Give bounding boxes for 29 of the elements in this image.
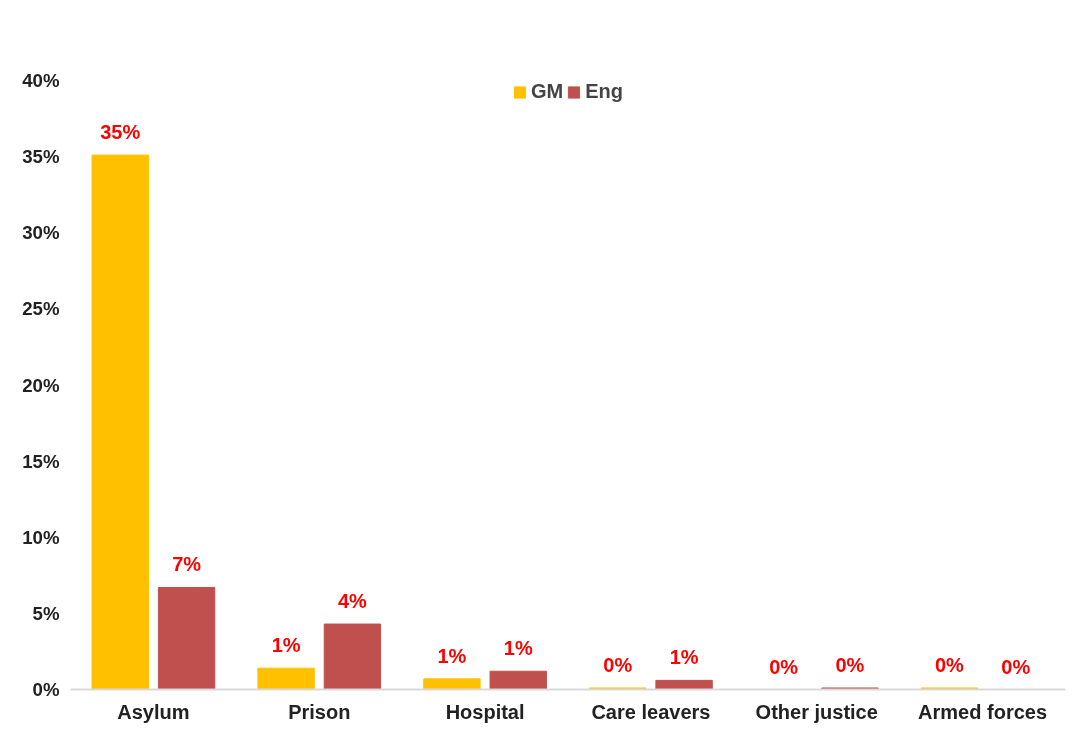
data-label: 7% xyxy=(172,553,202,576)
x-tick-label: Other justice xyxy=(755,700,878,723)
data-label: 0% xyxy=(769,655,799,678)
y-tick-label: 40% xyxy=(22,70,60,91)
y-tick-label: 5% xyxy=(32,602,60,624)
y-tick-label: 30% xyxy=(22,222,60,244)
data-label: 1% xyxy=(437,644,467,667)
y-tick-label: 25% xyxy=(22,298,60,320)
legend-label: GM xyxy=(531,80,564,103)
data-label: 0% xyxy=(1001,655,1031,678)
x-tick-label: Armed forces xyxy=(918,700,1048,723)
y-tick-label: 35% xyxy=(22,146,60,168)
x-tick-label: Prison xyxy=(288,700,351,723)
data-label: 35% xyxy=(100,121,141,144)
data-label: 1% xyxy=(669,646,699,669)
x-tick-label: Asylum xyxy=(117,700,190,723)
data-label: 0% xyxy=(934,653,965,676)
y-tick-label: 15% xyxy=(22,450,60,472)
legend-label: Eng xyxy=(585,80,623,103)
y-tick-label: 20% xyxy=(22,374,60,396)
data-label: 0% xyxy=(603,653,633,676)
x-tick-label: Hospital xyxy=(445,700,525,723)
data-label: 1% xyxy=(271,634,301,657)
x-tick-label: Care leavers xyxy=(591,700,711,723)
y-tick-label: 0% xyxy=(32,679,60,700)
data-label: 1% xyxy=(503,637,533,660)
y-tick-label: 10% xyxy=(22,526,60,548)
data-label: 4% xyxy=(337,590,368,613)
data-label: 0% xyxy=(835,653,865,676)
